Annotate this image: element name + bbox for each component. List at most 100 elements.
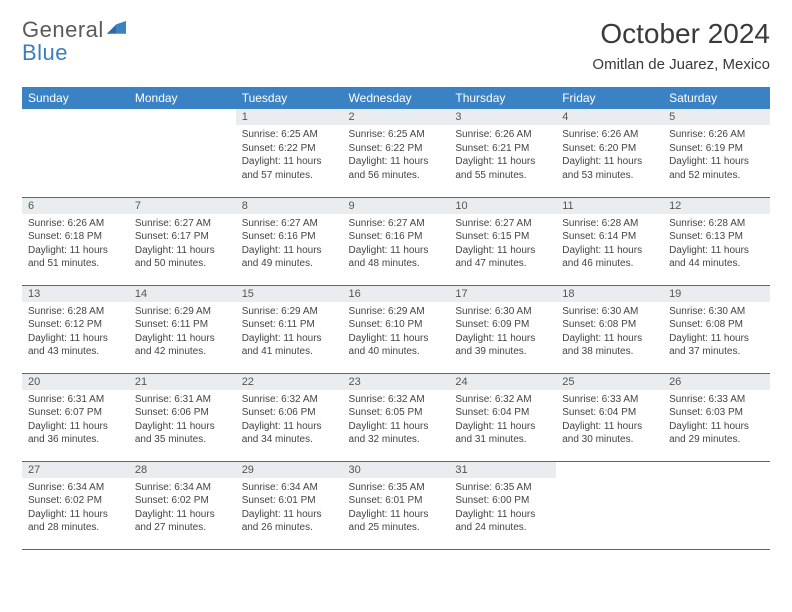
calendar-day-cell: 11Sunrise: 6:28 AMSunset: 6:14 PMDayligh…: [556, 197, 663, 285]
daylight-text: Daylight: 11 hours and 39 minutes.: [455, 332, 550, 359]
calendar-day-cell: 6Sunrise: 6:26 AMSunset: 6:18 PMDaylight…: [22, 197, 129, 285]
day-number: 27: [22, 462, 129, 478]
day-number: 26: [663, 374, 770, 390]
brand-logo: GeneralBlue: [22, 18, 134, 64]
sunrise-text: Sunrise: 6:27 AM: [135, 217, 230, 231]
day-details: Sunrise: 6:28 AMSunset: 6:13 PMDaylight:…: [663, 214, 770, 277]
sunrise-text: Sunrise: 6:32 AM: [242, 393, 337, 407]
daylight-text: Daylight: 11 hours and 50 minutes.: [135, 244, 230, 271]
day-details: Sunrise: 6:28 AMSunset: 6:14 PMDaylight:…: [556, 214, 663, 277]
day-details: Sunrise: 6:28 AMSunset: 6:12 PMDaylight:…: [22, 302, 129, 365]
weekday-header: Tuesday: [236, 87, 343, 109]
daylight-text: Daylight: 11 hours and 30 minutes.: [562, 420, 657, 447]
sunrise-text: Sunrise: 6:32 AM: [349, 393, 444, 407]
sunrise-text: Sunrise: 6:27 AM: [455, 217, 550, 231]
daylight-text: Daylight: 11 hours and 55 minutes.: [455, 155, 550, 182]
day-number: 1: [236, 109, 343, 125]
day-number: 31: [449, 462, 556, 478]
sunrise-text: Sunrise: 6:30 AM: [455, 305, 550, 319]
brand-logo-icon: [106, 18, 134, 38]
sunrise-text: Sunrise: 6:29 AM: [349, 305, 444, 319]
sunset-text: Sunset: 6:00 PM: [455, 494, 550, 508]
day-number: 11: [556, 198, 663, 214]
sunrise-text: Sunrise: 6:26 AM: [28, 217, 123, 231]
day-details: Sunrise: 6:34 AMSunset: 6:02 PMDaylight:…: [22, 478, 129, 541]
location-label: Omitlan de Juarez, Mexico: [592, 56, 770, 73]
sunset-text: Sunset: 6:15 PM: [455, 230, 550, 244]
sunset-text: Sunset: 6:08 PM: [669, 318, 764, 332]
sunrise-text: Sunrise: 6:31 AM: [28, 393, 123, 407]
day-number: 16: [343, 286, 450, 302]
sunrise-text: Sunrise: 6:30 AM: [562, 305, 657, 319]
day-number: 20: [22, 374, 129, 390]
calendar-day-cell: 5Sunrise: 6:26 AMSunset: 6:19 PMDaylight…: [663, 109, 770, 197]
sunset-text: Sunset: 6:20 PM: [562, 142, 657, 156]
daylight-text: Daylight: 11 hours and 53 minutes.: [562, 155, 657, 182]
sunrise-text: Sunrise: 6:27 AM: [349, 217, 444, 231]
calendar-day-cell: 21Sunrise: 6:31 AMSunset: 6:06 PMDayligh…: [129, 373, 236, 461]
calendar-week-row: ....1Sunrise: 6:25 AMSunset: 6:22 PMDayl…: [22, 109, 770, 197]
sunset-text: Sunset: 6:10 PM: [349, 318, 444, 332]
day-details: Sunrise: 6:30 AMSunset: 6:08 PMDaylight:…: [663, 302, 770, 365]
daylight-text: Daylight: 11 hours and 25 minutes.: [349, 508, 444, 535]
brand-part1: General: [22, 17, 104, 42]
sunrise-text: Sunrise: 6:34 AM: [28, 481, 123, 495]
day-number: 24: [449, 374, 556, 390]
sunset-text: Sunset: 6:05 PM: [349, 406, 444, 420]
calendar-day-cell: 27Sunrise: 6:34 AMSunset: 6:02 PMDayligh…: [22, 461, 129, 549]
sunset-text: Sunset: 6:13 PM: [669, 230, 764, 244]
day-number: 17: [449, 286, 556, 302]
sunset-text: Sunset: 6:11 PM: [242, 318, 337, 332]
daylight-text: Daylight: 11 hours and 37 minutes.: [669, 332, 764, 359]
month-title: October 2024: [592, 18, 770, 50]
calendar-day-cell: 18Sunrise: 6:30 AMSunset: 6:08 PMDayligh…: [556, 285, 663, 373]
sunrise-text: Sunrise: 6:26 AM: [669, 128, 764, 142]
calendar-day-cell: 16Sunrise: 6:29 AMSunset: 6:10 PMDayligh…: [343, 285, 450, 373]
calendar-day-cell: 9Sunrise: 6:27 AMSunset: 6:16 PMDaylight…: [343, 197, 450, 285]
day-details: Sunrise: 6:25 AMSunset: 6:22 PMDaylight:…: [343, 125, 450, 188]
day-details: Sunrise: 6:26 AMSunset: 6:18 PMDaylight:…: [22, 214, 129, 277]
daylight-text: Daylight: 11 hours and 56 minutes.: [349, 155, 444, 182]
day-details: Sunrise: 6:29 AMSunset: 6:11 PMDaylight:…: [129, 302, 236, 365]
calendar-day-cell: 20Sunrise: 6:31 AMSunset: 6:07 PMDayligh…: [22, 373, 129, 461]
calendar-day-cell: 3Sunrise: 6:26 AMSunset: 6:21 PMDaylight…: [449, 109, 556, 197]
daylight-text: Daylight: 11 hours and 41 minutes.: [242, 332, 337, 359]
calendar-week-row: 6Sunrise: 6:26 AMSunset: 6:18 PMDaylight…: [22, 197, 770, 285]
calendar-day-cell: 25Sunrise: 6:33 AMSunset: 6:04 PMDayligh…: [556, 373, 663, 461]
daylight-text: Daylight: 11 hours and 57 minutes.: [242, 155, 337, 182]
sunset-text: Sunset: 6:03 PM: [669, 406, 764, 420]
day-number: 22: [236, 374, 343, 390]
calendar-day-cell: 14Sunrise: 6:29 AMSunset: 6:11 PMDayligh…: [129, 285, 236, 373]
header: GeneralBlue October 2024 Omitlan de Juar…: [22, 18, 770, 73]
daylight-text: Daylight: 11 hours and 24 minutes.: [455, 508, 550, 535]
calendar-day-cell: 7Sunrise: 6:27 AMSunset: 6:17 PMDaylight…: [129, 197, 236, 285]
calendar-week-row: 27Sunrise: 6:34 AMSunset: 6:02 PMDayligh…: [22, 461, 770, 549]
daylight-text: Daylight: 11 hours and 29 minutes.: [669, 420, 764, 447]
daylight-text: Daylight: 11 hours and 43 minutes.: [28, 332, 123, 359]
calendar-day-cell: ..: [129, 109, 236, 197]
weekday-header: Saturday: [663, 87, 770, 109]
day-details: Sunrise: 6:27 AMSunset: 6:17 PMDaylight:…: [129, 214, 236, 277]
day-number: 29: [236, 462, 343, 478]
daylight-text: Daylight: 11 hours and 52 minutes.: [669, 155, 764, 182]
sunrise-text: Sunrise: 6:29 AM: [242, 305, 337, 319]
day-details: Sunrise: 6:35 AMSunset: 6:00 PMDaylight:…: [449, 478, 556, 541]
daylight-text: Daylight: 11 hours and 42 minutes.: [135, 332, 230, 359]
calendar-day-cell: ..: [22, 109, 129, 197]
day-details: Sunrise: 6:25 AMSunset: 6:22 PMDaylight:…: [236, 125, 343, 188]
weekday-header: Friday: [556, 87, 663, 109]
sunset-text: Sunset: 6:01 PM: [349, 494, 444, 508]
calendar-day-cell: 30Sunrise: 6:35 AMSunset: 6:01 PMDayligh…: [343, 461, 450, 549]
sunrise-text: Sunrise: 6:28 AM: [28, 305, 123, 319]
calendar-day-cell: ..: [663, 461, 770, 549]
day-number: 5: [663, 109, 770, 125]
sunrise-text: Sunrise: 6:33 AM: [562, 393, 657, 407]
sunrise-text: Sunrise: 6:35 AM: [349, 481, 444, 495]
sunset-text: Sunset: 6:01 PM: [242, 494, 337, 508]
sunrise-text: Sunrise: 6:34 AM: [135, 481, 230, 495]
day-number: 12: [663, 198, 770, 214]
day-details: Sunrise: 6:33 AMSunset: 6:03 PMDaylight:…: [663, 390, 770, 453]
calendar-day-cell: 31Sunrise: 6:35 AMSunset: 6:00 PMDayligh…: [449, 461, 556, 549]
day-details: Sunrise: 6:26 AMSunset: 6:21 PMDaylight:…: [449, 125, 556, 188]
day-details: Sunrise: 6:32 AMSunset: 6:06 PMDaylight:…: [236, 390, 343, 453]
